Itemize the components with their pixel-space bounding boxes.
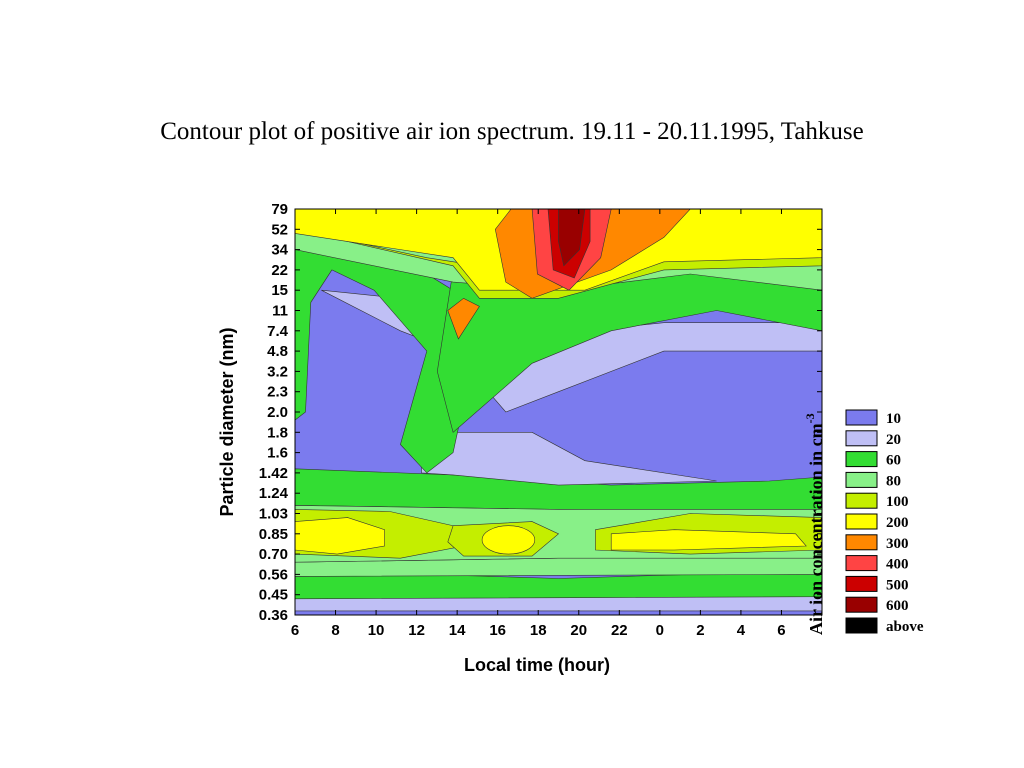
y-tick-label: 11	[272, 303, 288, 320]
legend-title-superscript: -3	[803, 413, 817, 423]
legend-label: 60	[886, 453, 901, 469]
y-tick-label: 1.03	[259, 506, 288, 523]
legend-label: 500	[886, 577, 909, 593]
x-tick-label: 14	[449, 622, 466, 639]
contour-layer	[295, 209, 822, 612]
legend: 10 20 60 80 100 200 300 400 500 600 above	[845, 409, 924, 635]
y-tick-label: 0.70	[259, 546, 288, 563]
contour-200-left	[295, 517, 385, 555]
y-tick-label: 7.4	[267, 323, 289, 340]
legend-title-text: Air ion concentration in cm	[806, 423, 826, 635]
contour-200-center	[481, 525, 536, 555]
legend-title: Air ion concentration in cm-3	[803, 413, 826, 635]
y-tick-label: 15	[271, 282, 288, 299]
y-tick-label: 79	[271, 201, 288, 218]
y-tick-label: 1.8	[267, 424, 288, 441]
y-tick-label: 1.42	[259, 465, 288, 482]
contour-600-upper	[558, 209, 586, 267]
legend-swatch	[845, 617, 878, 634]
legend-swatch	[845, 534, 878, 551]
legend-swatch	[845, 451, 878, 468]
legend-label: 100	[886, 494, 909, 510]
x-tick-label: 6	[291, 622, 299, 639]
legend-swatch	[845, 575, 878, 592]
y-tick-label: 2.0	[267, 404, 288, 421]
legend-label: 20	[886, 432, 901, 448]
legend-swatch	[845, 409, 878, 426]
legend-swatch	[845, 430, 878, 447]
x-tick-label: 6	[777, 622, 785, 639]
x-tick-label: 22	[611, 622, 628, 639]
x-tick-label: 0	[656, 622, 664, 639]
x-tick-label: 18	[530, 622, 547, 639]
x-tick-label: 20	[570, 622, 587, 639]
contour-20-mid-lower	[421, 432, 717, 486]
x-tick-label: 16	[489, 622, 506, 639]
y-axis-ticks: 0.36 0.45 0.56 0.70 0.85 1.03 1.24 1.42 1.6 1.8 2.…	[259, 201, 822, 624]
y-tick-label: 52	[271, 221, 288, 238]
y-tick-label: 0.56	[259, 566, 288, 583]
y-tick-label: 34	[271, 242, 288, 259]
legend-swatch	[845, 513, 878, 530]
svg-text:Air ion concentration in cm-3: Air ion concentration in cm-3	[803, 413, 826, 635]
x-axis-label: Local time (hour)	[464, 655, 610, 675]
legend-swatch	[845, 492, 878, 509]
legend-label: above	[886, 619, 924, 635]
legend-label: 300	[886, 536, 909, 552]
x-tick-label: 2	[696, 622, 704, 639]
x-tick-label: 4	[737, 622, 746, 639]
y-tick-label: 0.36	[259, 607, 288, 624]
legend-label: 10	[886, 411, 901, 427]
legend-label: 80	[886, 473, 901, 489]
legend-swatch	[845, 471, 878, 488]
legend-label: 200	[886, 515, 909, 531]
y-tick-label: 1.6	[267, 445, 288, 462]
contour-200-right	[610, 529, 807, 551]
y-tick-label: 3.2	[267, 363, 288, 380]
y-tick-label: 0.45	[259, 587, 288, 604]
legend-label: 400	[886, 557, 909, 573]
x-axis-ticks: 6 8 10 12 14 16 18 20 22 0 2 4 6	[291, 209, 786, 639]
y-axis-label: Particle diameter (nm)	[217, 327, 237, 516]
y-tick-label: 0.85	[259, 526, 288, 543]
y-tick-label: 2.3	[267, 384, 288, 401]
legend-label: 600	[886, 598, 909, 614]
x-tick-label: 8	[331, 622, 339, 639]
legend-swatch	[845, 555, 878, 572]
contour-300-small	[447, 297, 480, 340]
slide-title: Contour plot of positive air ion spectru…	[160, 118, 864, 145]
x-tick-label: 10	[368, 622, 385, 639]
y-tick-label: 1.24	[259, 485, 289, 502]
x-tick-label: 12	[408, 622, 425, 639]
y-tick-label: 22	[271, 262, 288, 279]
y-tick-label: 4.8	[267, 343, 288, 360]
legend-swatch	[845, 596, 878, 613]
